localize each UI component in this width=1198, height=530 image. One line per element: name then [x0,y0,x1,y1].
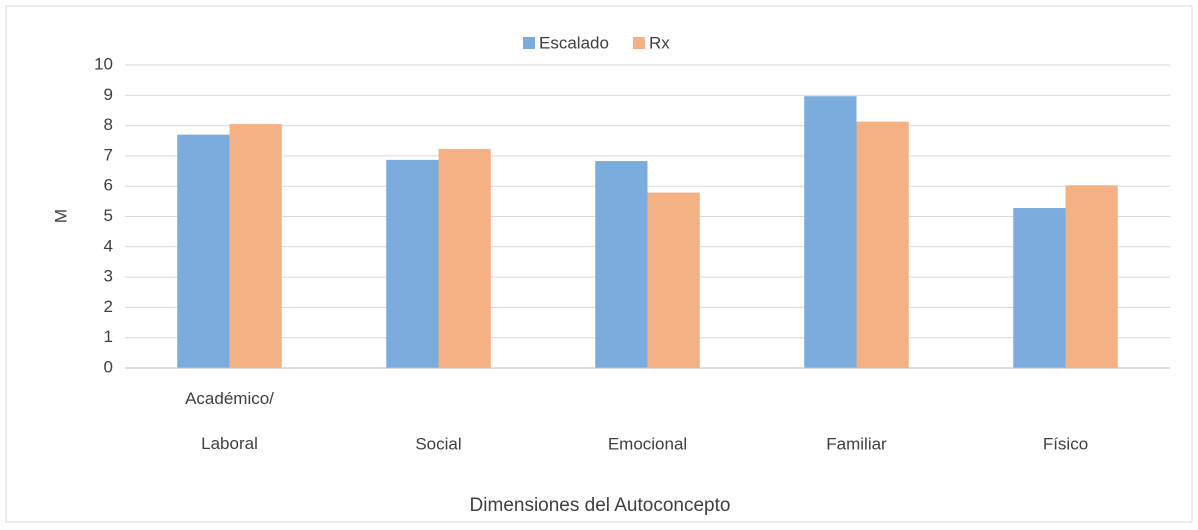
y-tick-label: 3 [104,267,113,286]
bar [1065,185,1118,368]
y-tick-label: 0 [104,357,113,376]
legend-label: Escalado [539,33,609,52]
legend-swatch [523,37,535,49]
bar [386,159,439,368]
legend-label: Rx [649,33,670,52]
x-axis-label: Dimensiones del Autoconcepto [470,495,731,516]
bar [804,96,857,369]
y-tick-label: 5 [104,206,113,225]
x-tick-label: Físico [1043,434,1088,453]
y-tick-label: 4 [104,236,113,255]
bar [595,161,648,368]
bar [229,124,282,369]
y-tick-label: 6 [104,176,113,195]
y-tick-label: 8 [104,115,113,134]
bar [438,148,491,368]
y-tick-label: 9 [104,85,113,104]
y-tick-label: 1 [104,327,113,346]
x-tick-label: Emocional [608,434,687,453]
bar [177,134,230,368]
x-tick-label: Familiar [826,434,887,453]
bar [1013,208,1066,368]
bar [647,192,700,368]
x-tick-label: Social [415,434,461,453]
y-tick-label: 10 [94,54,113,73]
x-tick-label: Académico/Laboral [185,389,274,453]
y-tick-label: 7 [104,145,113,164]
y-axis-label: M [51,209,70,223]
legend-swatch [632,37,645,49]
y-tick-label: 2 [104,297,113,316]
bar [856,121,909,368]
